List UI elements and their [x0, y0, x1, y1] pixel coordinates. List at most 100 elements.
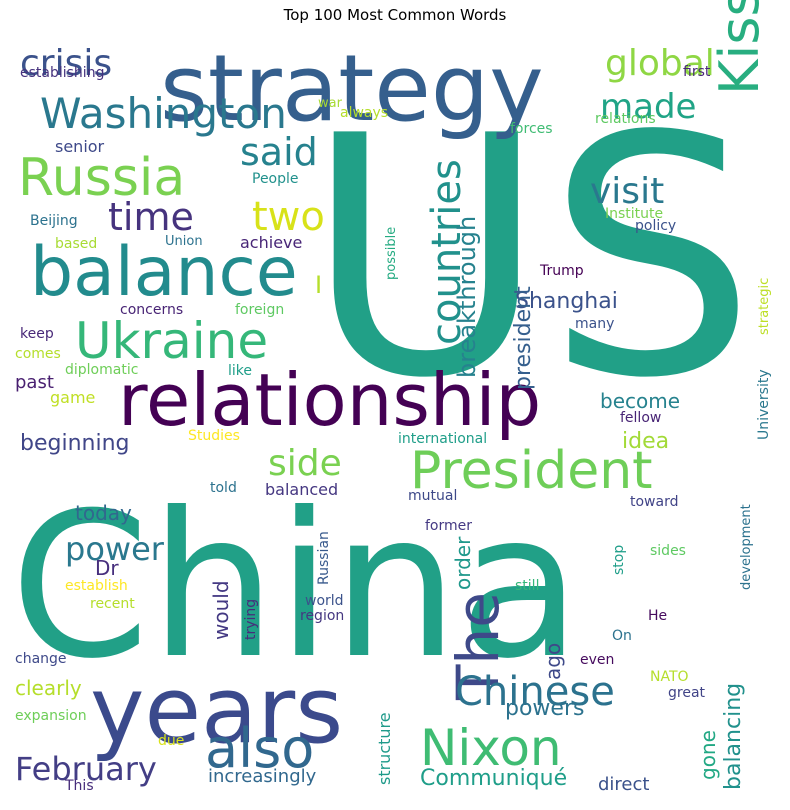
word-36: gone: [696, 730, 720, 780]
word-78: mutual: [408, 488, 457, 504]
word-60: based: [55, 236, 97, 252]
word-5: balance: [30, 233, 298, 312]
word-33: become: [600, 389, 680, 413]
word-63: strategic: [757, 278, 772, 335]
word-39: today: [75, 501, 132, 525]
word-95: NATO: [650, 669, 689, 685]
word-3: relationship: [118, 358, 541, 442]
word-97: expansion: [15, 708, 87, 724]
word-6: Kissinger: [708, 0, 771, 95]
word-1: China: [10, 470, 581, 703]
word-69: many: [575, 316, 614, 332]
word-18: said: [240, 130, 318, 174]
word-55: relations: [595, 111, 656, 127]
word-99: This: [64, 778, 94, 794]
word-15: Chinese: [455, 669, 615, 715]
word-59: policy: [635, 218, 676, 234]
word-96: great: [668, 685, 706, 701]
word-74: fellow: [620, 410, 661, 426]
word-43: game: [50, 388, 95, 407]
word-2: strategy: [160, 35, 544, 142]
word-92: On: [612, 628, 632, 644]
chart-title: Top 100 Most Common Words: [283, 6, 507, 24]
word-10: Washington: [40, 89, 287, 138]
word-38: would: [209, 580, 233, 640]
word-80: development: [739, 504, 754, 590]
word-32: powers: [505, 696, 584, 721]
word-65: I: [315, 271, 322, 299]
word-52: first: [683, 64, 711, 80]
word-71: diplomatic: [65, 362, 138, 378]
word-21: visit: [590, 171, 664, 212]
word-86: world: [305, 593, 344, 609]
word-72: like: [228, 363, 252, 379]
word-11: Nixon: [420, 719, 562, 777]
word-82: Russian: [316, 531, 332, 585]
word-62: possible: [384, 227, 399, 280]
word-87: region: [300, 608, 344, 624]
word-41: Dr: [95, 556, 119, 580]
word-98: due: [158, 733, 184, 749]
word-58: Institute: [605, 206, 663, 222]
word-48: achieve: [240, 233, 302, 252]
word-23: side: [268, 443, 342, 484]
word-4: years: [90, 657, 343, 764]
word-44: increasingly: [208, 766, 317, 787]
word-14: countries: [424, 159, 470, 345]
word-81: former: [425, 518, 472, 534]
word-37: order: [451, 536, 475, 590]
word-0: US: [305, 66, 756, 450]
word-20: time: [108, 195, 194, 239]
word-64: Trump: [539, 263, 584, 279]
word-84: recent: [90, 596, 135, 612]
word-8: Russia: [18, 148, 185, 208]
word-57: People: [252, 171, 299, 187]
word-89: stop: [611, 545, 627, 575]
word-25: February: [15, 750, 157, 788]
word-12: also: [205, 717, 314, 780]
word-76: international: [398, 431, 487, 447]
word-17: crisis: [20, 43, 112, 84]
word-61: Union: [165, 234, 203, 249]
word-46: structure: [375, 712, 394, 785]
word-47: balanced: [265, 480, 338, 499]
word-7: President: [410, 441, 653, 501]
word-13: The: [444, 592, 512, 701]
word-90: sides: [650, 543, 686, 559]
word-40: ago: [541, 643, 565, 680]
word-22: made: [600, 87, 696, 127]
word-66: concerns: [120, 302, 183, 318]
word-51: establishing: [20, 65, 104, 81]
word-70: comes: [15, 346, 61, 362]
word-77: told: [210, 480, 237, 496]
word-45: direct: [598, 774, 649, 795]
word-56: forces: [510, 121, 553, 137]
word-26: breakthrough: [453, 216, 481, 378]
word-31: balancing: [721, 683, 746, 790]
word-91: He: [648, 608, 667, 624]
word-79: toward: [630, 494, 678, 510]
word-73: University: [756, 369, 772, 440]
word-50: Beijing: [30, 213, 78, 229]
word-85: trying: [243, 599, 259, 640]
word-93: change: [15, 651, 67, 667]
word-53: war: [318, 96, 343, 111]
word-94: even: [580, 652, 614, 668]
word-28: beginning: [20, 431, 129, 456]
word-9: Ukraine: [75, 312, 268, 370]
word-68: keep: [20, 326, 54, 342]
word-42: past: [15, 372, 54, 393]
word-34: idea: [622, 429, 669, 454]
word-75: Studies: [188, 428, 240, 444]
word-19: two: [252, 194, 325, 240]
word-67: foreign: [235, 302, 284, 318]
word-54: always: [340, 105, 388, 121]
word-35: clearly: [15, 676, 82, 700]
word-30: Communiqué: [420, 766, 567, 791]
word-88: still: [515, 578, 539, 594]
word-24: power: [65, 530, 165, 568]
word-83: establish: [65, 578, 128, 594]
word-49: senior: [55, 137, 105, 156]
word-29: president: [511, 286, 536, 390]
